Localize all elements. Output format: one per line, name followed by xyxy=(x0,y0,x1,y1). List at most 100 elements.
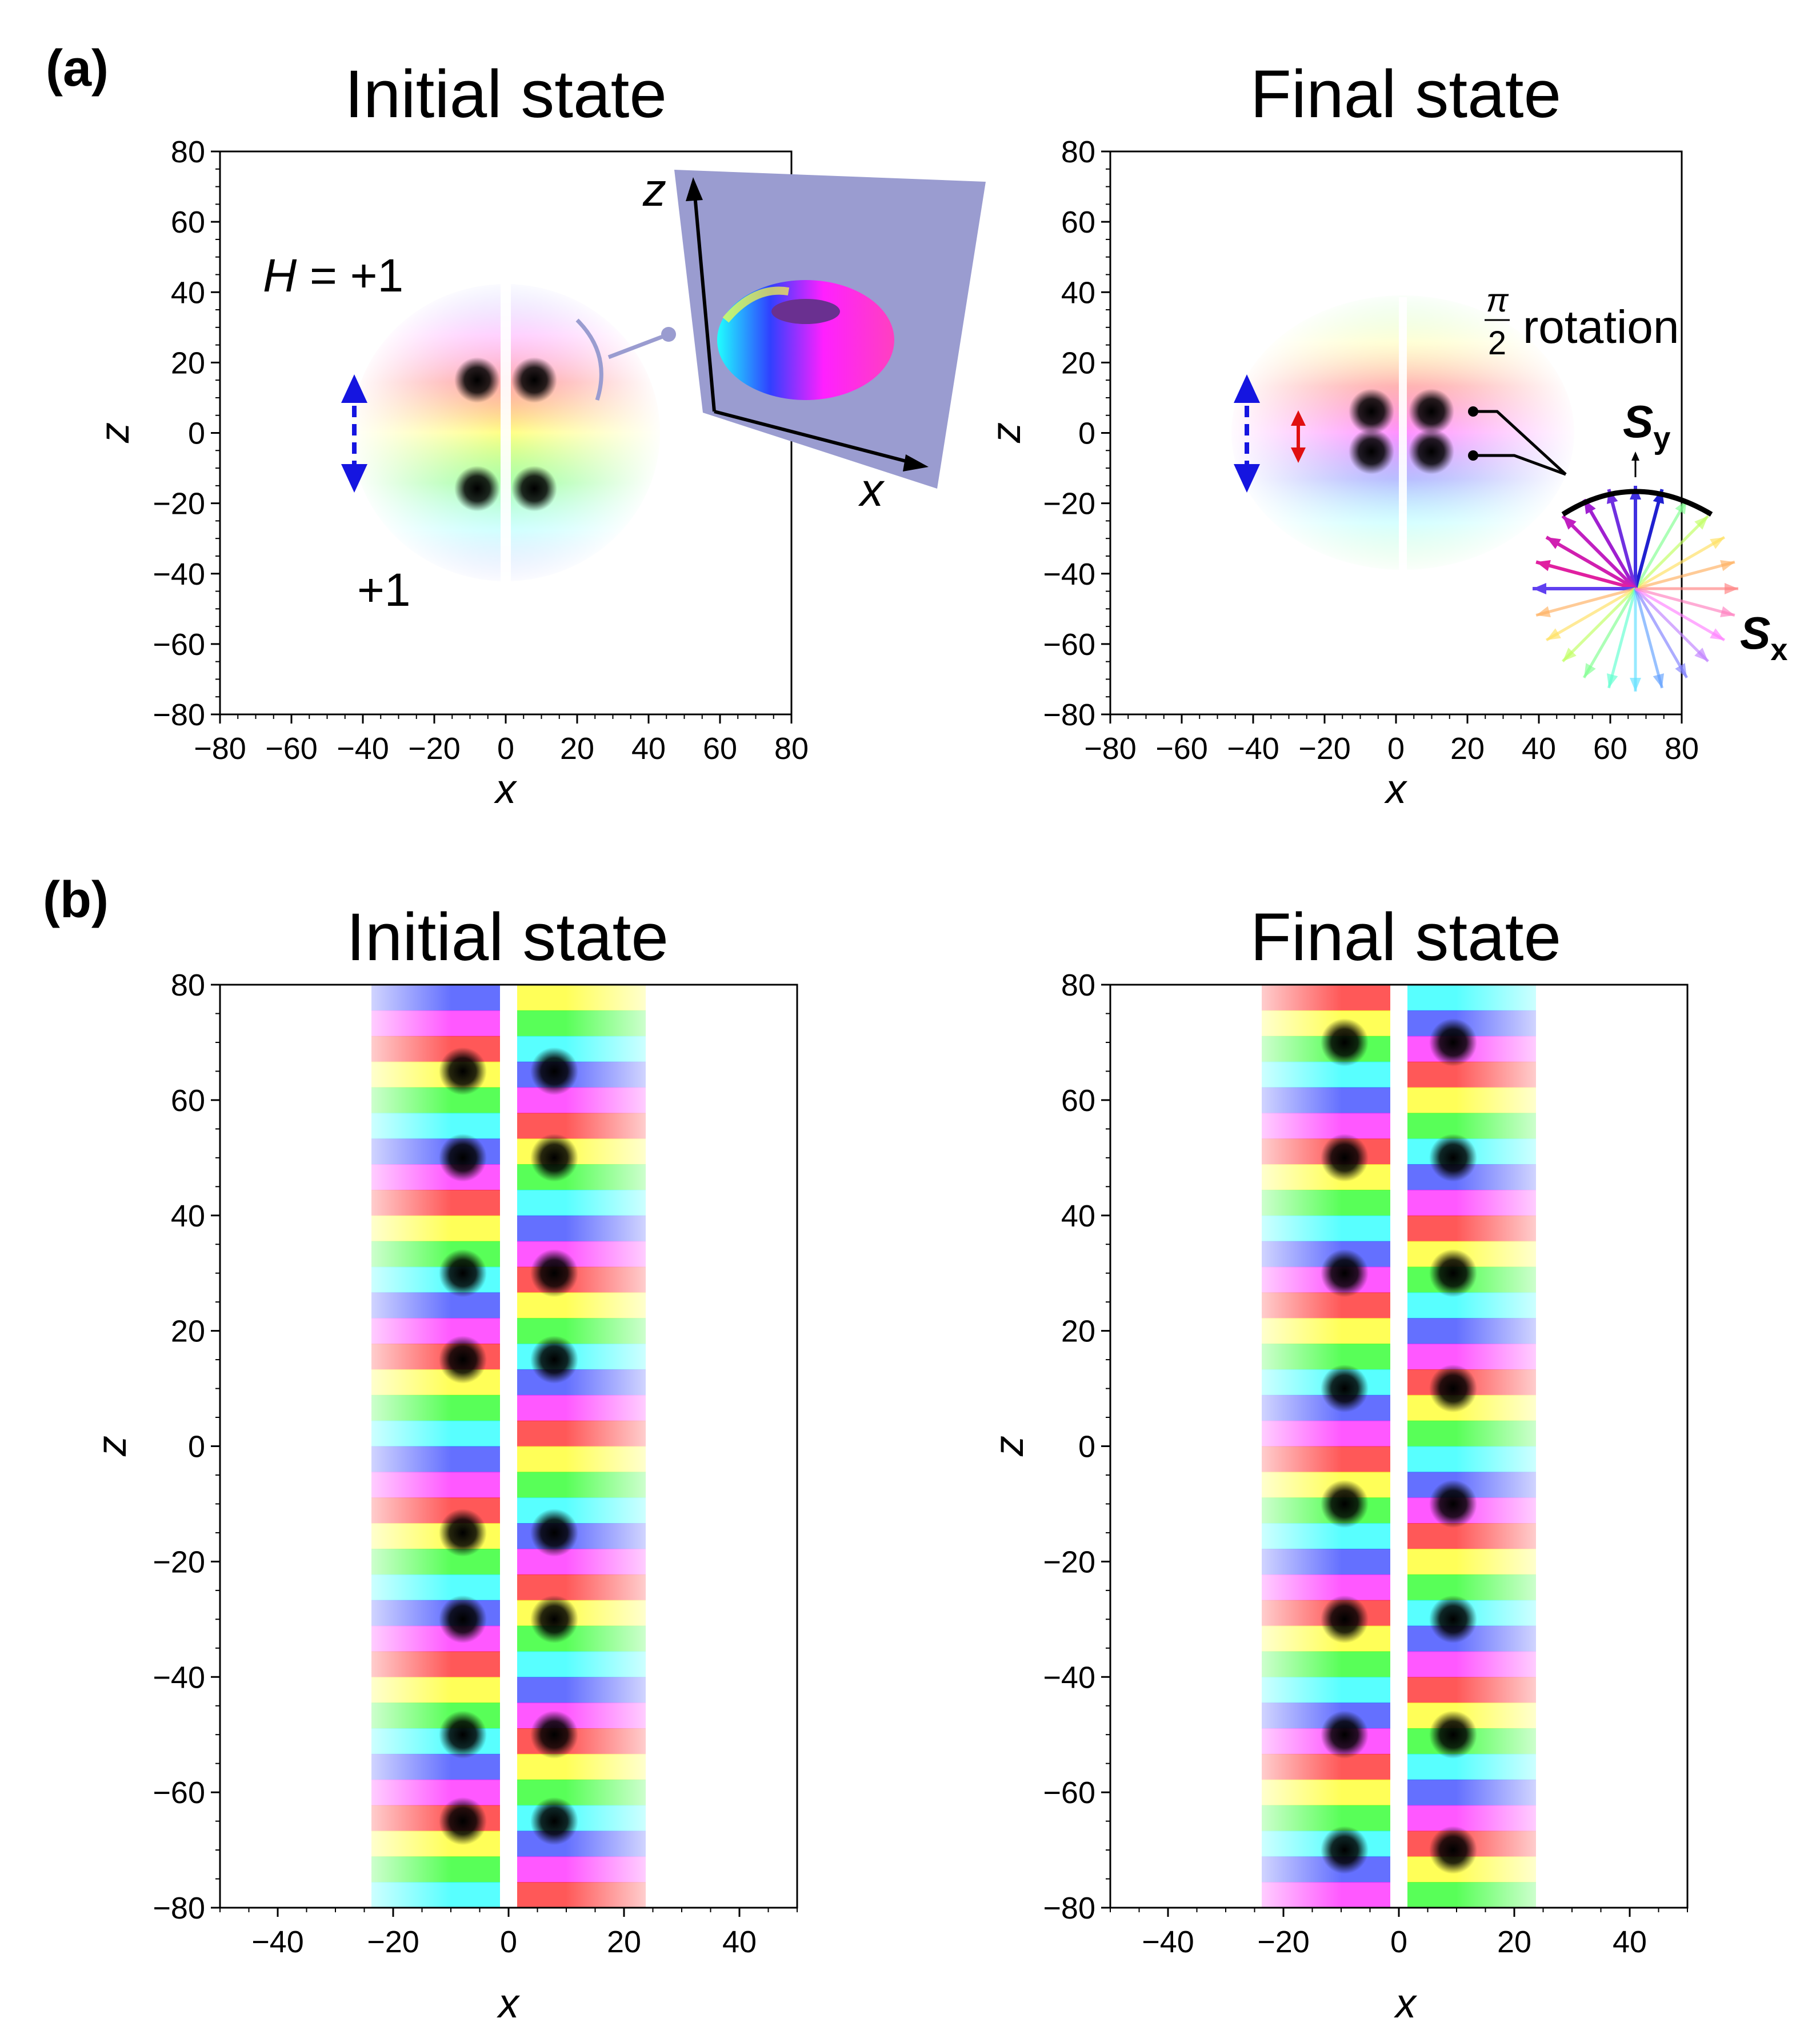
spin-vector-head xyxy=(1710,628,1725,640)
panel-b-label: (b) xyxy=(43,872,109,929)
panel-b-initial: Initial state −40 −20 0 20 40806040200−20−40… xyxy=(89,900,798,2027)
vortex-core xyxy=(1429,1480,1477,1528)
spin-vector xyxy=(1635,560,1735,590)
y-tick-label: 60 xyxy=(171,205,205,239)
y-tick-label: −40 xyxy=(1043,557,1095,592)
torus-inset: z x xyxy=(642,164,986,516)
red-double-arrow xyxy=(1291,410,1306,463)
rotation-label: π 2 rotation xyxy=(1485,282,1679,362)
x-tick-label: 20 xyxy=(1497,1925,1531,1959)
vortex-core xyxy=(1349,389,1394,434)
vortex-core xyxy=(511,466,557,512)
panel-a-final: Final state −80 −60 −40 −20 0 20 40 60 808060402… xyxy=(983,57,1787,812)
vortex-core xyxy=(439,1249,487,1297)
svg-text:π: π xyxy=(1486,282,1509,319)
x-tick-label: 0 xyxy=(1387,732,1405,766)
vortex-core xyxy=(1429,1711,1477,1759)
vortex-core xyxy=(530,1595,578,1644)
vortex-core xyxy=(454,357,500,403)
y-tick-label: −80 xyxy=(1043,1891,1095,1925)
vortex-core xyxy=(1429,1249,1477,1297)
y-tick-label: −60 xyxy=(1043,1776,1095,1810)
vortex-core xyxy=(1409,429,1454,474)
x-tick-label: −80 xyxy=(1084,732,1137,766)
y-tick-label: 60 xyxy=(1061,205,1095,239)
panel-b-initial-field xyxy=(337,985,680,1908)
helicity-label: H = +1 xyxy=(263,250,403,302)
panel-a-final-xlabel: x xyxy=(1384,766,1408,812)
spin-vector-head xyxy=(1720,560,1735,572)
panel-b-final-ticks: −40 −20 0 20 40 80 60 40 20 0 −20 −40 −60 −80 xyxy=(1043,968,1688,1959)
panel-a-final-ylabel: z xyxy=(983,422,1029,443)
spin-vector-head xyxy=(1653,673,1665,688)
panel-a-final-plot xyxy=(1226,290,1580,576)
y-tick-label: 0 xyxy=(188,417,205,451)
sx-label: Sx xyxy=(1740,608,1787,667)
vortex-core xyxy=(1321,1249,1369,1297)
spin-vector xyxy=(1607,489,1637,589)
spin-vector xyxy=(1535,560,1636,590)
x-tick-label: −20 xyxy=(1257,1925,1310,1959)
y-tick-label: 0 xyxy=(188,1430,205,1464)
y-tick-label: −40 xyxy=(1043,1660,1095,1695)
spin-vector xyxy=(1561,588,1637,663)
vortex-core xyxy=(1321,1826,1369,1875)
spin-vector-head xyxy=(1562,648,1577,662)
spin-vector-head xyxy=(1546,628,1561,640)
spin-vector-head xyxy=(1536,560,1551,572)
x-tick-label: 40 xyxy=(1613,1925,1647,1959)
spin-vector-head xyxy=(1546,537,1561,549)
vortex-core xyxy=(530,1133,578,1182)
spin-vector xyxy=(1634,514,1710,590)
fade-left xyxy=(337,985,451,1908)
spin-vector xyxy=(1582,498,1637,590)
spin-vector xyxy=(1607,588,1637,689)
spin-vector xyxy=(1582,588,1637,679)
x-tick-label: 40 xyxy=(631,732,666,766)
y-tick-label: 80 xyxy=(1061,135,1095,169)
x-tick-label: 60 xyxy=(703,732,737,766)
center-gap xyxy=(502,985,515,1908)
x-tick-label: −20 xyxy=(408,732,461,766)
vortex-core xyxy=(530,1508,578,1557)
x-tick-label: −40 xyxy=(251,1925,304,1959)
fade-right xyxy=(566,985,680,1908)
spin-vector xyxy=(1634,588,1689,679)
panel-a-initial-plot xyxy=(346,274,666,594)
spin-vector-head xyxy=(1720,606,1735,618)
spin-vector-head xyxy=(1562,516,1577,530)
y-tick-label: 20 xyxy=(171,1314,205,1349)
y-tick-label: −60 xyxy=(1043,628,1095,662)
panel-b-initial-xlabel: x xyxy=(497,1981,521,2027)
inset-x-label: x xyxy=(858,464,885,516)
spin-vector-head xyxy=(1694,648,1709,662)
vortex-core xyxy=(1429,1018,1477,1066)
y-tick-label: −40 xyxy=(153,557,205,592)
panel-a-final-field xyxy=(1226,290,1580,576)
vortex-core xyxy=(439,1133,487,1182)
panel-b-initial-ticks: −40 −20 0 20 40 80 60 40 20 0 −20 −40 −60 −80 xyxy=(153,968,798,1959)
vortex-core xyxy=(530,1047,578,1096)
y-tick-label: 40 xyxy=(171,275,205,310)
y-tick-label: 40 xyxy=(171,1199,205,1233)
sy-label: Sy xyxy=(1623,396,1670,455)
vortex-core xyxy=(1321,1364,1369,1413)
x-tick-label: 80 xyxy=(774,732,809,766)
x-tick-label: 0 xyxy=(500,1925,517,1959)
spin-vector xyxy=(1545,536,1637,590)
vortex-core xyxy=(1321,1595,1369,1644)
vortex-core xyxy=(1429,1364,1477,1413)
inset-x-axis xyxy=(714,410,918,466)
vortex-core xyxy=(530,1336,578,1384)
vortex-core xyxy=(530,1249,578,1297)
y-tick-label: −60 xyxy=(153,628,205,662)
spin-vector xyxy=(1634,536,1726,590)
x-tick-label: −60 xyxy=(1155,732,1208,766)
spin-vector-head xyxy=(1606,673,1618,688)
torus-icon xyxy=(717,280,894,400)
spin-vector xyxy=(1545,587,1637,642)
vortex-core xyxy=(1321,1133,1369,1182)
panel-a-initial: Initial state −80 −60 −40 −20 0 20 40 60 80 80 60 4… xyxy=(92,57,986,812)
panel-b-final-xlabel: x xyxy=(1394,1981,1418,2027)
vortex-core xyxy=(439,1336,487,1384)
